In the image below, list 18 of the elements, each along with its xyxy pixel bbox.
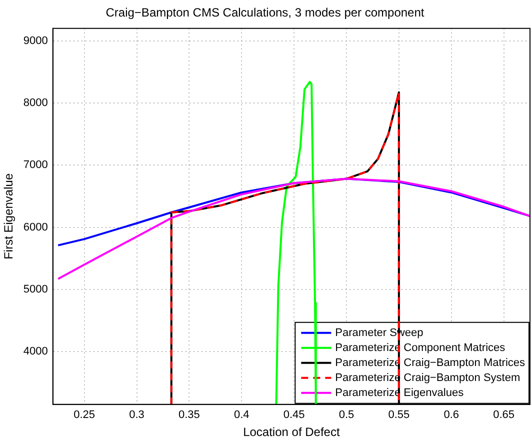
y-tick-label: 9000 [23, 34, 48, 47]
x-tick-label: 0.4 [234, 409, 250, 422]
y-tick-label: 7000 [23, 159, 48, 172]
x-tick-label: 0.3 [129, 409, 144, 422]
chart-title: Craig−Bampton CMS Calculations, 3 modes per component [106, 6, 425, 20]
y-tick-label: 8000 [23, 97, 48, 110]
x-axis-title: Location of Defect [243, 425, 340, 440]
x-tick-label: 0.45 [283, 409, 305, 422]
x-tick-label: 0.5 [338, 409, 354, 422]
y-tick-label: 6000 [23, 221, 48, 234]
y-tick-label: 5000 [23, 283, 48, 296]
x-tick-label: 0.25 [74, 409, 96, 422]
x-tick-label: 0.35 [178, 409, 200, 422]
y-axis-title: First Eigenvalue [2, 173, 16, 260]
x-tick-label: 0.55 [388, 409, 410, 422]
x-tick-label: 0.65 [493, 409, 514, 422]
y-tick-label: 4000 [23, 346, 48, 358]
x-tick-label: 0.6 [444, 409, 459, 422]
